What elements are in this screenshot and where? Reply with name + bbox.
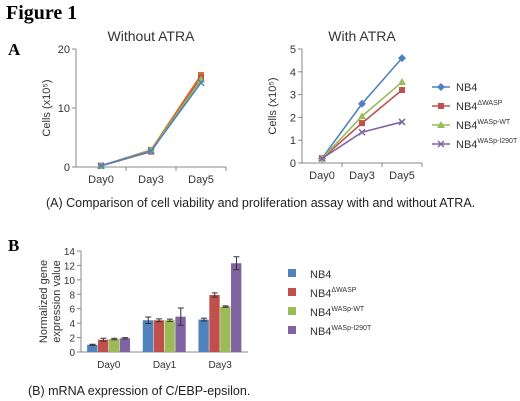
bar [198, 319, 209, 352]
data-point [358, 99, 366, 108]
error-bar [100, 337, 107, 342]
y-tick-label: 2 [69, 334, 75, 345]
bar [209, 295, 220, 352]
y-tick-label: 10 [64, 276, 76, 287]
legend-swatch [288, 326, 296, 334]
error-bar [111, 337, 118, 341]
y-tick-label: 5 [290, 44, 296, 56]
legend-swatch-marker [437, 121, 445, 128]
x-tick-label: Day1 [153, 360, 177, 371]
legend-label: NB4WASp-I290T [456, 138, 518, 151]
x-tick-label: Day0 [88, 174, 114, 186]
x-tick-label: Day5 [188, 174, 214, 186]
y-tick-label: 20 [58, 44, 70, 56]
y-axis-label: Normalized gene [38, 260, 50, 343]
legend-label: NB4ΔWASP [310, 287, 357, 300]
legend-label: NB4WASp-WT [456, 119, 511, 132]
error-bar [233, 256, 240, 271]
legend-swatch [288, 288, 296, 296]
error-bar [89, 343, 96, 346]
y-tick-label: 14 [64, 247, 76, 258]
bar [175, 316, 186, 352]
y-tick-label: 8 [69, 290, 75, 301]
panel-b-caption: (B) mRNA expression of C/EBP-epsilon. [28, 384, 251, 398]
y-tick-label: 10 [58, 103, 70, 115]
data-point [398, 78, 406, 86]
legend-swatch [288, 307, 296, 315]
data-point [399, 87, 405, 94]
error-bar [156, 318, 163, 323]
chart-title: Without ATRA [108, 28, 196, 44]
legend-label: NB4WASp-I290T [310, 325, 372, 338]
y-tick-label: 3 [290, 90, 296, 102]
series-line [321, 121, 403, 160]
panel-a-caption: (A) Comparison of cell viability and pro… [46, 196, 476, 210]
legend-swatch-marker [438, 103, 444, 109]
chart-title: With ATRA [328, 28, 396, 44]
legend-label: NB4 [456, 82, 477, 94]
data-point [358, 112, 366, 120]
y-tick-label: 2 [290, 112, 296, 124]
legend-label: NB4ΔWASP [456, 100, 503, 113]
bar [97, 339, 109, 352]
y-axis-label: Cells (x10⁵) [41, 79, 53, 136]
data-point [358, 128, 366, 136]
error-bar [177, 307, 184, 326]
data-point [318, 154, 326, 162]
y-tick-label: 4 [69, 319, 75, 330]
bar [108, 339, 120, 352]
bar [119, 338, 131, 352]
x-tick-label: Day0 [97, 360, 121, 371]
series-line [321, 57, 403, 159]
legend-swatch-marker [437, 83, 445, 91]
legend-swatch-marker [437, 140, 445, 148]
y-tick-label: 4 [290, 67, 296, 79]
x-tick-label: Day3 [208, 360, 232, 371]
bar [164, 320, 175, 352]
y-tick-label: 1 [290, 135, 296, 147]
data-point [197, 79, 205, 87]
panel-a-letter: A [8, 40, 21, 59]
y-tick-label: 0 [290, 158, 296, 170]
x-tick-label: Day3 [138, 174, 164, 186]
y-tick-label: 0 [69, 348, 75, 359]
data-point [359, 120, 365, 127]
y-tick-label: 6 [69, 305, 75, 316]
legend-label: NB4WASp-WT [310, 306, 365, 319]
data-point [398, 54, 406, 63]
data-point [398, 118, 406, 126]
bar [142, 320, 154, 352]
legend-swatch [288, 269, 296, 277]
data-point [97, 162, 105, 170]
figure-title: Figure 1 [6, 2, 78, 24]
bar [87, 344, 98, 352]
y-axis-label: Cells (x10⁵) [267, 77, 279, 134]
bar [153, 320, 164, 352]
y-axis-label: expression value [51, 260, 63, 343]
y-tick-label: 0 [64, 162, 70, 174]
legend-label: NB4 [310, 269, 331, 281]
x-tick-label: Day0 [309, 170, 335, 182]
error-bar [211, 292, 218, 298]
error-bar [145, 316, 152, 325]
x-tick-label: Day3 [349, 170, 375, 182]
data-point [147, 147, 155, 155]
bar [220, 306, 231, 352]
error-bar [122, 337, 129, 340]
x-tick-label: Day5 [389, 170, 415, 182]
panel-b-letter: B [8, 236, 20, 255]
error-bar [200, 317, 207, 322]
error-bar [166, 318, 173, 322]
error-bar [222, 305, 229, 308]
bar [231, 263, 242, 352]
y-tick-label: 12 [64, 261, 76, 272]
